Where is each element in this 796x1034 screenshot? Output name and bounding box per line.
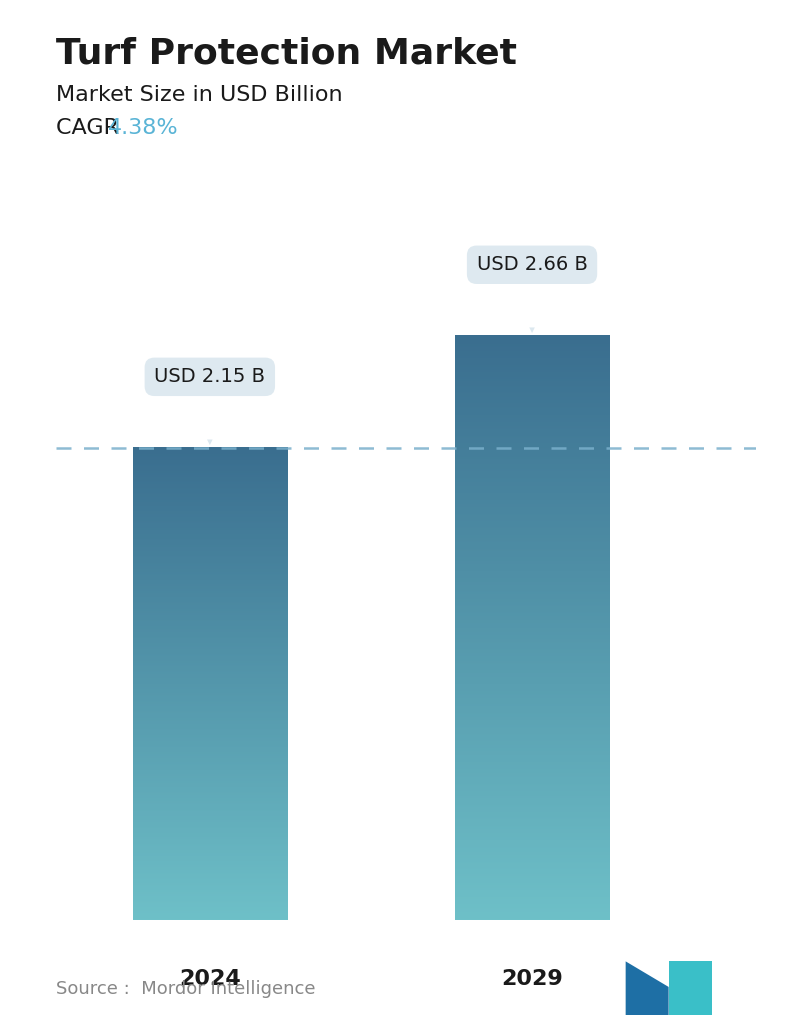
Text: USD 2.15 B: USD 2.15 B [154, 367, 265, 445]
Polygon shape [626, 962, 669, 1015]
Text: Source :  Mordor Intelligence: Source : Mordor Intelligence [56, 980, 315, 998]
Text: 4.38%: 4.38% [107, 118, 178, 138]
Text: CAGR: CAGR [56, 118, 126, 138]
Text: 2029: 2029 [501, 970, 563, 990]
Text: 2024: 2024 [179, 970, 240, 990]
Text: Turf Protection Market: Turf Protection Market [56, 36, 517, 70]
Text: Market Size in USD Billion: Market Size in USD Billion [56, 85, 342, 104]
Text: USD 2.66 B: USD 2.66 B [477, 255, 587, 333]
Polygon shape [669, 962, 712, 1015]
